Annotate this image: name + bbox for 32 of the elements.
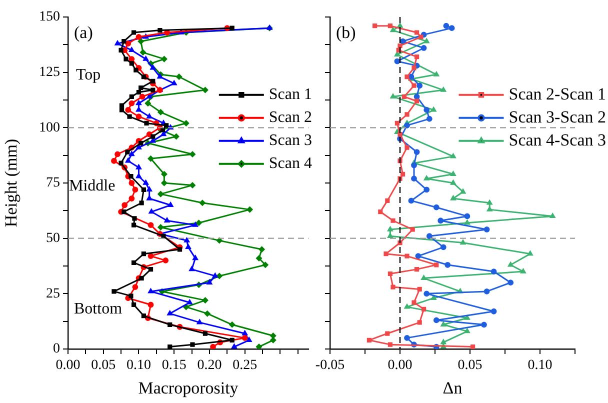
legend-label: Scan 3-Scan 2 [508, 107, 606, 126]
x-tick-label: 0.05 [458, 358, 482, 374]
x-tick-label: 0.10 [528, 358, 552, 374]
annotation: (b) [336, 23, 356, 42]
y-tick-label: 50 [46, 231, 60, 246]
y-tick-label: 150 [39, 10, 60, 25]
annotation: (a) [74, 23, 93, 42]
y-tick-label: 0 [53, 342, 60, 357]
x-tick-label: 0.20 [197, 358, 222, 374]
annotation: Top [76, 66, 101, 84]
legend-label: Scan 1 [268, 86, 312, 104]
legend-label: Scan 2-Scan 1 [508, 84, 606, 104]
x-tick-label: 0.15 [162, 358, 186, 374]
legend-label: Scan 4-Scan 3 [508, 130, 606, 150]
x-tick-label: 0.25 [232, 358, 258, 374]
x-tick-label: 0.00 [388, 358, 412, 374]
x-axis-title: Macroporosity [138, 378, 239, 398]
y-tick-label: 75 [46, 176, 60, 191]
annotation: Middle [69, 178, 116, 195]
legend-label: Scan 4 [268, 155, 312, 172]
y-tick-label: 100 [39, 120, 60, 136]
y-axis-title: Height (mm) [2, 138, 21, 228]
y-tick-label: 125 [39, 65, 60, 80]
annotation: Bottom [74, 300, 123, 318]
y-tick-label: 25 [46, 286, 60, 302]
legend-label: Scan 3 [268, 132, 312, 150]
x-tick-label: -0.05 [315, 358, 345, 374]
x-tick-label: 0.00 [56, 358, 80, 374]
legend-label: Scan 2 [268, 109, 312, 126]
x-tick-label: 0.10 [126, 358, 151, 374]
x-tick-label: 0.05 [91, 358, 116, 374]
x-axis-title: Δn [442, 378, 463, 398]
